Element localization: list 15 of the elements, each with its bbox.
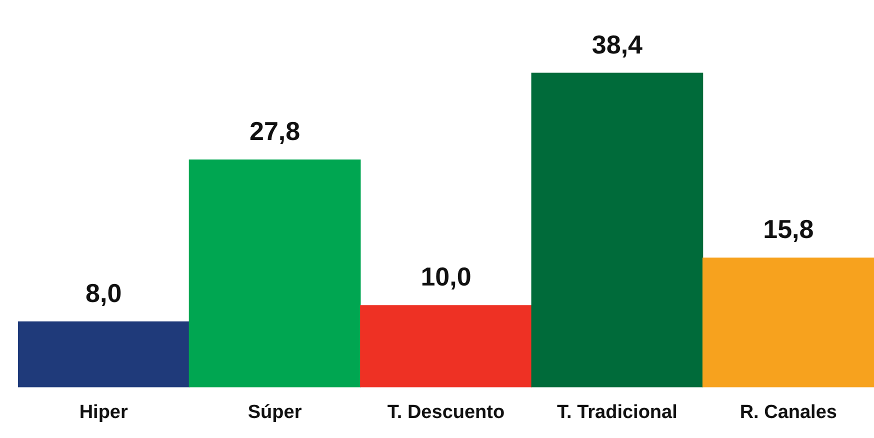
- data-label: 8,0: [86, 278, 122, 308]
- data-label: 27,8: [249, 116, 300, 146]
- bar: [360, 305, 532, 388]
- x-tick-label: Súper: [248, 402, 302, 423]
- bar: [188, 159, 361, 388]
- data-label: 10,0: [420, 262, 472, 292]
- data-label: 15,8: [763, 214, 814, 244]
- bar: [531, 72, 704, 388]
- x-tick-label: Hiper: [79, 402, 128, 423]
- data-label: 38,4: [592, 29, 644, 60]
- x-tick-label: T. Descuento: [387, 402, 505, 423]
- bar: [18, 321, 190, 388]
- bar: [702, 258, 874, 388]
- x-tick-label: R. Canales: [740, 402, 837, 423]
- x-tick-label: T. Tradicional: [557, 402, 678, 423]
